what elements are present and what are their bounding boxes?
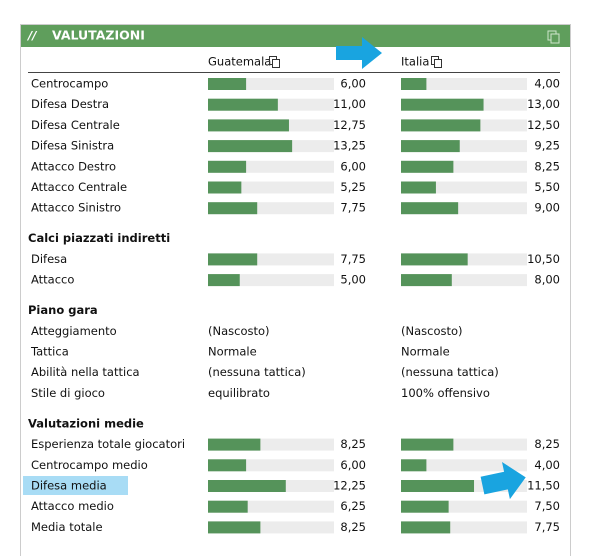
panel-header — [21, 25, 570, 47]
row-label: Difesa Destra — [31, 97, 109, 111]
rating-bar — [208, 98, 278, 111]
rating-value: 8,25 — [534, 159, 560, 173]
rating-bar — [401, 521, 451, 534]
section-title: Calci piazzati indiretti — [28, 231, 170, 245]
rating-value: 5,50 — [534, 180, 560, 194]
row-label: Difesa Centrale — [31, 118, 120, 132]
rating-value: 6,25 — [340, 499, 366, 513]
rating-value: 12,75 — [333, 118, 366, 132]
rating-bar — [208, 160, 247, 173]
rating-value: 6,00 — [340, 159, 366, 173]
rating-bar — [401, 274, 452, 287]
rating-bar — [401, 78, 427, 90]
rating-bar — [401, 253, 468, 266]
plan-value: (Nascosto) — [401, 324, 463, 338]
plan-value: equilibrato — [208, 386, 270, 400]
rating-bar — [401, 140, 460, 153]
rating-value: 8,25 — [340, 520, 366, 534]
copy-icon[interactable] — [269, 56, 280, 68]
row-label: Stile di gioco — [31, 386, 105, 400]
rating-bar — [401, 500, 449, 513]
rating-bar — [208, 274, 240, 287]
rating-value: 13,25 — [333, 139, 366, 153]
rating-value: 5,25 — [340, 180, 366, 194]
rating-bar — [208, 459, 247, 472]
arrow-annotation — [336, 37, 382, 69]
rating-bar — [208, 438, 261, 451]
plan-value: (nessuna tattica) — [401, 365, 499, 379]
team-name: Italia — [401, 55, 429, 69]
rating-value: 6,00 — [340, 458, 366, 472]
row-label: Difesa Sinistra — [31, 139, 114, 153]
row-label: Centrocampo medio — [31, 458, 148, 472]
rating-value: 5,00 — [340, 273, 366, 287]
rating-bar — [401, 181, 436, 194]
rating-bar — [208, 500, 248, 513]
header-title: VALUTAZIONI — [52, 28, 145, 43]
rating-value: 7,75 — [534, 520, 560, 534]
rating-value: 9,25 — [534, 139, 560, 153]
rating-bar — [401, 98, 484, 111]
row-label: Esperienza totale giocatori — [31, 437, 185, 451]
rating-bar — [208, 140, 293, 153]
plan-value: 100% offensivo — [401, 386, 490, 400]
rating-value: 11,00 — [333, 97, 366, 111]
rating-bar — [208, 253, 258, 266]
row-label: Attacco medio — [31, 499, 114, 513]
rating-value: 7,75 — [340, 201, 366, 215]
row-label: Abilità nella tattica — [31, 365, 140, 379]
rating-bar — [208, 78, 247, 90]
rating-bar — [208, 202, 258, 215]
row-label: Difesa — [31, 252, 67, 266]
rating-bar — [208, 119, 289, 132]
section-title: Valutazioni medie — [28, 416, 144, 430]
rating-bar — [208, 480, 286, 492]
row-label: Difesa media — [31, 479, 107, 493]
rating-value: 12,25 — [333, 479, 366, 493]
rating-bar — [401, 160, 454, 173]
rating-value: 11,50 — [527, 479, 560, 493]
rating-bar — [208, 521, 261, 534]
rating-value: 13,00 — [527, 97, 560, 111]
copy-icon[interactable] — [431, 56, 442, 68]
rating-value: 4,00 — [534, 77, 560, 91]
row-label: Attacco Sinistro — [31, 201, 121, 215]
plan-value: (Nascosto) — [208, 324, 270, 338]
rating-value: 7,50 — [534, 499, 560, 513]
rating-bar — [401, 459, 427, 472]
header-icon: // — [26, 29, 37, 43]
rating-value: 10,50 — [527, 252, 560, 266]
row-label: Centrocampo — [31, 77, 108, 91]
team-name: Guatemala — [208, 55, 271, 69]
rating-bar — [208, 181, 242, 194]
row-label: Tattica — [30, 345, 69, 359]
rating-value: 8,25 — [340, 437, 366, 451]
row-label: Attacco — [31, 273, 74, 287]
rating-bar — [401, 202, 459, 215]
row-label: Media totale — [31, 520, 103, 534]
bar-track — [401, 78, 527, 90]
row-label: Attacco Centrale — [31, 180, 127, 194]
rating-value: 7,75 — [340, 252, 366, 266]
bar-track — [401, 459, 527, 472]
row-label: Attacco Destro — [31, 159, 116, 173]
rating-bar — [401, 438, 454, 451]
row-highlight — [23, 476, 128, 495]
row-label: Atteggiamento — [31, 324, 117, 338]
plan-value: (nessuna tattica) — [208, 365, 306, 379]
rating-value: 12,50 — [527, 118, 560, 132]
rating-value: 8,00 — [534, 273, 560, 287]
rating-value: 9,00 — [534, 201, 560, 215]
plan-value: Normale — [401, 345, 450, 359]
arrow-annotation — [480, 461, 526, 500]
rating-value: 6,00 — [340, 77, 366, 91]
rating-bar — [401, 480, 475, 492]
rating-bar — [401, 119, 481, 132]
rating-value: 4,00 — [534, 458, 560, 472]
copy-icon[interactable] — [550, 33, 560, 44]
rating-value: 8,25 — [534, 437, 560, 451]
section-title: Piano gara — [28, 303, 98, 317]
plan-value: Normale — [208, 345, 257, 359]
